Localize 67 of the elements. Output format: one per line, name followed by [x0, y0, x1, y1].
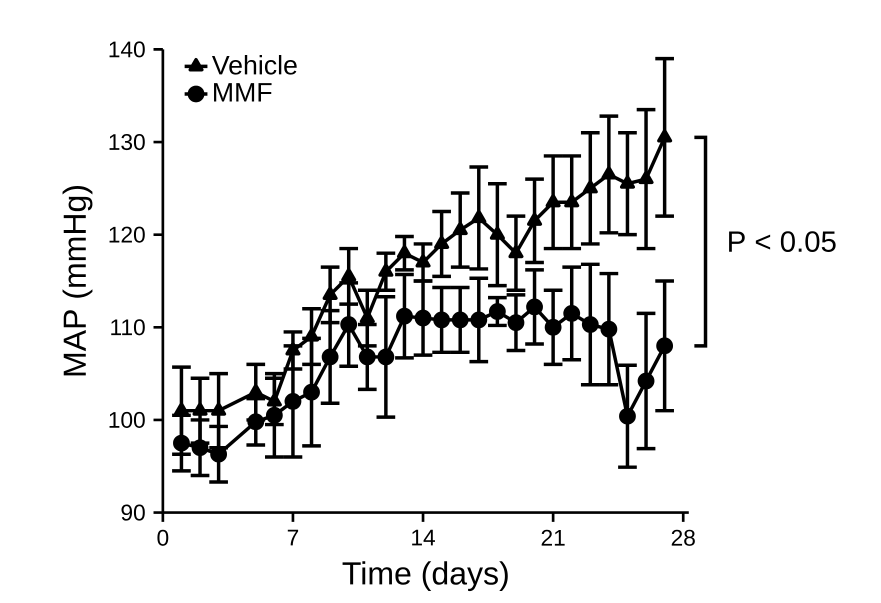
point: [452, 311, 469, 328]
point: [322, 348, 339, 366]
point: [285, 342, 300, 356]
point: [470, 311, 488, 328]
point: [284, 392, 302, 410]
x-tick-label: 0: [157, 530, 168, 546]
point: [358, 348, 376, 366]
point: [211, 402, 226, 416]
point: [564, 194, 580, 208]
point: [396, 308, 413, 324]
point: [619, 408, 636, 424]
point: [173, 434, 190, 452]
point: [434, 235, 450, 249]
point: [248, 384, 264, 398]
point: [490, 226, 505, 240]
point: [471, 209, 486, 223]
point: [322, 286, 338, 300]
point: [341, 268, 356, 282]
point: [527, 212, 542, 226]
point: [266, 392, 282, 406]
y-tick-label: 90: [122, 504, 145, 520]
point: [192, 402, 208, 416]
point: [638, 372, 654, 390]
y-tick-label: 140: [110, 41, 145, 58]
point: [601, 166, 616, 180]
y-tick-label: 120: [110, 226, 145, 243]
point: [488, 302, 506, 320]
point: [192, 439, 208, 456]
point: [303, 384, 320, 400]
point: [210, 446, 228, 462]
point: [174, 402, 189, 416]
point: [546, 194, 561, 208]
point: [304, 328, 320, 342]
point: [563, 304, 580, 322]
point: [638, 170, 654, 184]
point: [378, 263, 394, 277]
y-axis-title: MAP (mmHg): [62, 186, 92, 376]
point: [433, 311, 450, 328]
y-tick-label: 110: [111, 319, 145, 336]
legend-label: MMF: [214, 82, 272, 102]
legend-label: Vehicle: [212, 54, 297, 74]
point: [582, 180, 598, 194]
x-axis-title: Time (days): [342, 561, 508, 591]
point: [600, 320, 618, 338]
point: [526, 298, 543, 316]
point: [656, 337, 674, 354]
text: P < 0.05: [729, 231, 836, 252]
point: [266, 406, 283, 424]
point: [657, 128, 672, 142]
x-tick-label: 28: [672, 530, 695, 546]
y-tick-label: 100: [110, 412, 145, 428]
point: [544, 318, 562, 336]
point: [620, 175, 635, 189]
y-tick-label: 130: [110, 134, 145, 150]
point: [377, 348, 394, 366]
point: [247, 413, 264, 430]
point: [508, 314, 524, 331]
x-tick-label: 7: [288, 530, 298, 546]
point: [508, 244, 524, 258]
x-tick-label: 21: [542, 530, 565, 546]
point: [414, 309, 432, 326]
point: [396, 244, 412, 258]
point: [416, 254, 431, 268]
point: [452, 221, 468, 235]
x-tick-label: 14: [412, 530, 435, 546]
point: [340, 316, 358, 333]
point: [582, 316, 599, 333]
